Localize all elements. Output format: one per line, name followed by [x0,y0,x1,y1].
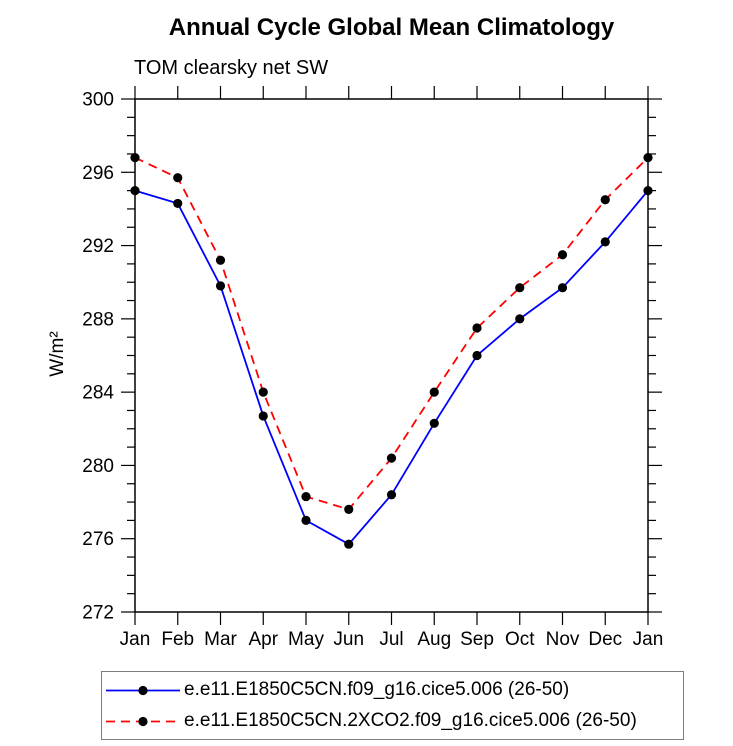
data-point-marker [600,195,610,205]
x-tick-label: Nov [546,629,580,650]
legend-item-2xco2: e.e11.E1850C5CN.2XCO2.f09_g16.cice5.006 … [104,706,683,737]
y-tick-label: 300 [82,90,114,111]
x-tick-label: Mar [204,629,237,650]
data-point-marker [557,250,568,260]
x-tick-label: Jan [633,629,664,650]
data-point-marker [301,491,311,502]
data-point-marker [515,314,525,324]
y-tick-label: 292 [82,236,114,257]
chart-title: Annual Cycle Global Mean Climatology [168,14,615,41]
data-point-marker [429,418,439,428]
legend-marker-icon [138,685,148,695]
legend-line-sample [106,685,180,695]
data-point-marker [130,186,140,196]
legend-label: e.e11.E1850C5CN.f09_g16.cice5.006 (26-50… [184,679,570,700]
y-tick-label: 276 [82,529,114,550]
data-point-marker [215,281,226,291]
x-tick-label: May [288,629,324,650]
y-tick-label: 280 [82,456,114,477]
data-point-marker [386,453,397,463]
data-point-marker [643,186,653,196]
x-tick-label: Jul [379,629,403,650]
data-point-marker [643,153,653,163]
data-point-marker [130,153,140,163]
legend-line-sample [106,716,180,726]
data-point-marker [344,504,354,514]
data-point-marker [173,198,183,209]
data-point-marker [472,350,482,361]
data-point-marker [301,515,311,525]
y-tick-label: 288 [82,309,114,330]
y-tick-label: 284 [82,383,114,404]
data-point-marker [258,411,268,421]
chart-subtitle: TOM clearsky net SW [134,57,329,79]
x-tick-label: Dec [588,629,622,650]
legend-label: e.e11.E1850C5CN.2XCO2.f09_g16.cice5.006 … [184,710,637,731]
x-tick-label: Oct [505,629,535,650]
data-point-marker [173,173,183,183]
plot-area: Jan Feb Mar Apr May Jun Jul Aug Sep Oct Nov Dec Jan 2… [82,86,664,650]
x-tick-label: Jun [333,629,364,650]
legend: e.e11.E1850C5CN.f09_g16.cice5.006 (26-50… [101,671,684,740]
data-point-marker [557,283,568,293]
x-tick-label: Jan [120,629,151,650]
data-point-marker [258,387,268,397]
y-tick-label: 296 [82,163,114,184]
data-point-marker [215,255,226,265]
data-point-marker [600,237,610,247]
data-point-marker [472,323,482,333]
legend-marker-icon [138,716,148,726]
data-point-marker [515,283,525,293]
legend-item-control: e.e11.E1850C5CN.f09_g16.cice5.006 (26-50… [104,675,683,706]
data-point-marker [344,539,354,549]
y-tick-label: 272 [82,603,114,624]
x-tick-label: Aug [417,629,451,650]
x-tick-label: Feb [161,629,194,650]
data-point-marker [429,387,439,397]
data-point-marker [386,490,397,500]
plot-frame [134,98,649,613]
x-tick-label: Apr [248,629,278,650]
x-tick-label: Sep [460,629,494,650]
